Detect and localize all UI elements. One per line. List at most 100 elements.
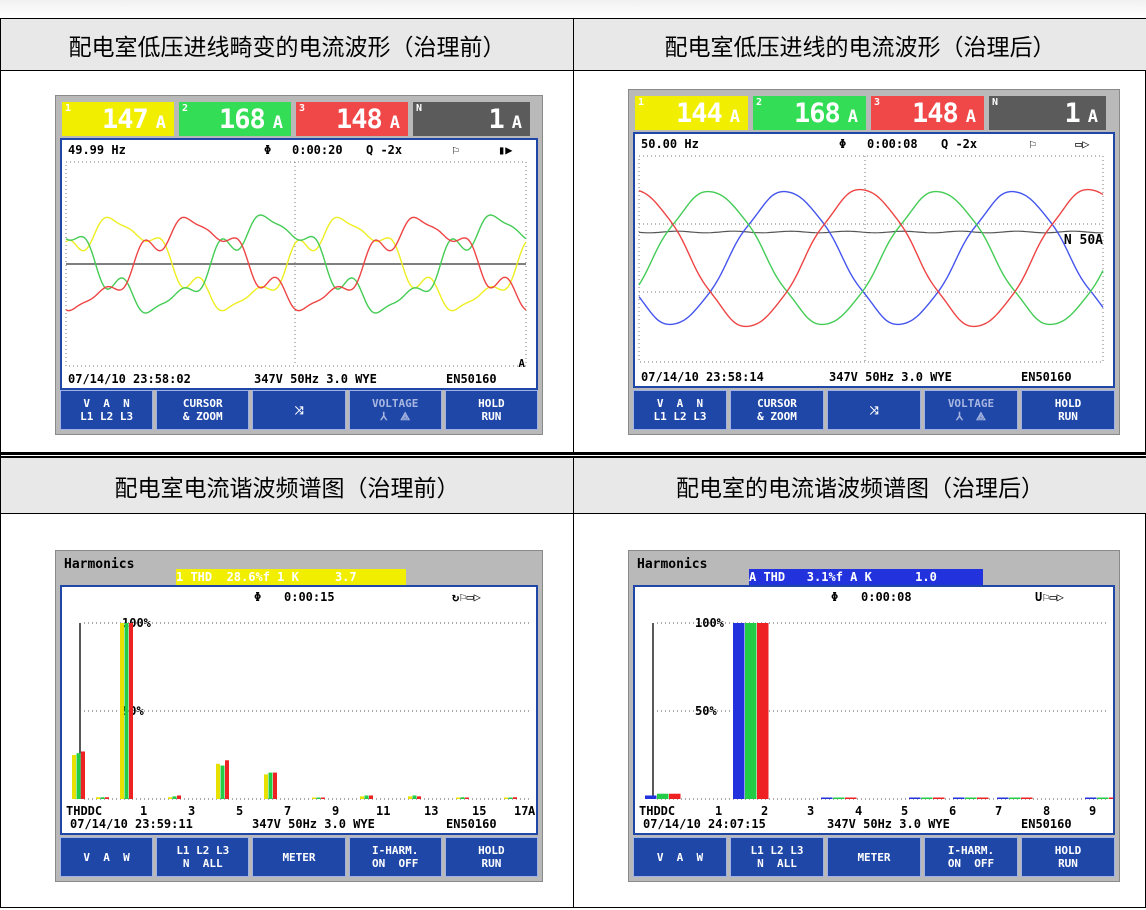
x-tick-label: 1 <box>715 804 722 818</box>
bar-l2-11 <box>364 795 369 799</box>
neutral-trace <box>638 230 1103 234</box>
status-icons: ↻⚐▭▷ <box>452 590 481 604</box>
bar-l2-thd <box>76 753 81 799</box>
softkey-iharm[interactable]: I-HARM. ON OFF <box>348 837 442 877</box>
bar-l3-9 <box>321 797 325 799</box>
softkey-hold-run[interactable]: HOLD RUN <box>444 390 539 430</box>
footer-standard: EN50160 <box>1021 370 1072 384</box>
bar-l1-11 <box>360 796 364 799</box>
softkey-move[interactable]: ⤨ <box>252 390 346 430</box>
bar-l2-17 <box>508 797 513 799</box>
reading-unit: A <box>511 113 522 133</box>
softkey-hold-run[interactable]: HOLD RUN <box>444 837 539 877</box>
x-tick-label: 8 <box>1043 804 1050 818</box>
harmonics-title: Harmonics <box>64 557 135 572</box>
reading-value: 1 <box>488 104 504 135</box>
battery-icon: ▭▷ <box>1075 137 1090 151</box>
waveform-plot: N 50A <box>638 155 1104 363</box>
header-bottom-left: 配电室电流谐波频谱图（治理前） <box>1 458 574 514</box>
reading-index: 1 <box>638 97 645 108</box>
x-tick-label: 9 <box>1089 804 1096 818</box>
reading-index: 2 <box>756 97 763 108</box>
softkey-cursor-zoom[interactable]: CURSOR & ZOOM <box>156 390 250 430</box>
bar-l3-thd <box>81 751 85 799</box>
softkey-row: V A W L1 L2 L3 N ALL METER I-HARM. ON OF… <box>60 837 539 877</box>
reading-index: 3 <box>299 103 306 114</box>
trace-l1 <box>65 216 527 312</box>
bar-l2-5 <box>921 797 933 799</box>
bar-l2-9 <box>1097 797 1109 799</box>
x-tick-label: A <box>528 804 536 818</box>
x-tick-label: 5 <box>236 804 243 818</box>
trace-l3 <box>65 216 527 312</box>
bar-l1-thd <box>645 795 657 799</box>
bar-l2-1 <box>745 623 757 799</box>
softkey-hold-run[interactable]: HOLD RUN <box>1021 390 1115 430</box>
softkey-phase-select[interactable]: V A N L1 L2 L3 <box>60 390 154 430</box>
reading-l1: 1 147 A <box>62 102 174 136</box>
header-top-right: 配电室低压进线的电流波形（治理后） <box>574 19 1146 71</box>
bar-l2-9 <box>316 797 321 799</box>
bar-l1-3 <box>821 797 833 799</box>
softkey-iharm[interactable]: I-HARM. ON OFF <box>924 837 1018 877</box>
row-separator <box>1 453 1146 458</box>
softkey-vaw[interactable]: V A W <box>633 837 727 877</box>
softkey-phase-select[interactable]: V A N L1 L2 L3 <box>633 390 727 430</box>
reading-unit: A <box>847 107 858 127</box>
scope-screen: 49.99 Hz Φ 0:00:20 Q -2x ⚐ ▮▶ A 07/14/10… <box>60 138 538 390</box>
bar-l3-9 <box>1109 797 1113 799</box>
reading-index: 2 <box>182 103 189 114</box>
x-tick-label: 7 <box>284 804 291 818</box>
scope-screen: Φ 0:00:15 ↻⚐▭▷ 100%50%THDDC1357911131517… <box>60 585 538 835</box>
label-100-percent: 100% <box>695 616 725 630</box>
recording-icon: ⚐ <box>452 143 460 157</box>
bar-l3-15 <box>465 797 469 799</box>
reading-value: 168 <box>793 98 841 129</box>
softkey-row: V A N L1 L2 L3 CURSOR & ZOOM ⤨ VOLTAGE ⅄… <box>633 390 1115 430</box>
x-tick-label: 15 <box>472 804 486 818</box>
reading-l2: 2 168 A <box>753 96 866 130</box>
bar-l1-15 <box>456 797 460 799</box>
scope-screen: 50.00 Hz Φ 0:00:08 Q -2x ⚐ ▭▷ N 50A 07/1… <box>633 132 1115 388</box>
bar-l1-5 <box>216 763 220 799</box>
softkey-move[interactable]: ⤨ <box>827 390 921 430</box>
status-line: 50.00 Hz Φ 0:00:08 Q -2x ⚐ ▭▷ <box>641 137 1107 155</box>
bar-l3-7 <box>1021 797 1033 799</box>
softkey-phase-all[interactable]: L1 L2 L3 N ALL <box>730 837 824 877</box>
softkey-meter[interactable]: METER <box>827 837 921 877</box>
timer-icon: Φ <box>264 143 272 157</box>
softkey-vaw[interactable]: V A W <box>60 837 154 877</box>
cell-harmonics-before <box>1 514 574 907</box>
figure-table: 配电室低压进线畸变的电流波形（治理前） 配电室低压进线的电流波形（治理后） 配电… <box>0 18 1146 908</box>
trace-l2 <box>65 214 527 314</box>
reading-value: 148 <box>335 104 383 135</box>
softkey-voltage[interactable]: VOLTAGE ⅄ ⟁ <box>348 390 442 430</box>
bar-l3-1 <box>129 623 133 799</box>
reading-value: 147 <box>101 104 149 135</box>
reading-l1: 1 144 A <box>635 96 748 130</box>
softkey-phase-all[interactable]: L1 L2 L3 N ALL <box>156 837 250 877</box>
timer-readout: 0:00:08 <box>861 590 912 604</box>
scope-footer: 07/14/10 23:58:02 347V 50Hz 3.0 WYE EN50… <box>68 372 530 388</box>
reading-l3: 3 148 A <box>871 96 984 130</box>
softkey-hold-run[interactable]: HOLD RUN <box>1021 837 1115 877</box>
softkey-voltage[interactable]: VOLTAGE ⅄ ⟁ <box>924 390 1018 430</box>
waveform-plot: A <box>65 161 527 370</box>
reading-l2: 2 168 A <box>179 102 291 136</box>
timer-readout: 0:00:15 <box>284 590 335 604</box>
status-line: 49.99 Hz Φ 0:00:20 Q -2x ⚐ ▮▶ <box>68 143 530 161</box>
reading-index: N <box>992 97 999 108</box>
reading-unit: A <box>389 113 400 133</box>
reading-l3: 3 148 A <box>296 102 408 136</box>
bar-l2-thd <box>657 793 669 799</box>
x-tick-label: 6 <box>949 804 956 818</box>
reading-value: 1 <box>1064 98 1080 129</box>
footer-spec: 347V 50Hz 3.0 WYE <box>254 372 377 386</box>
footer-datetime: 07/14/10 24:07:15 <box>643 817 766 831</box>
softkey-meter[interactable]: METER <box>252 837 346 877</box>
softkey-cursor-zoom[interactable]: CURSOR & ZOOM <box>730 390 824 430</box>
x-tick-label: 17 <box>514 804 528 818</box>
